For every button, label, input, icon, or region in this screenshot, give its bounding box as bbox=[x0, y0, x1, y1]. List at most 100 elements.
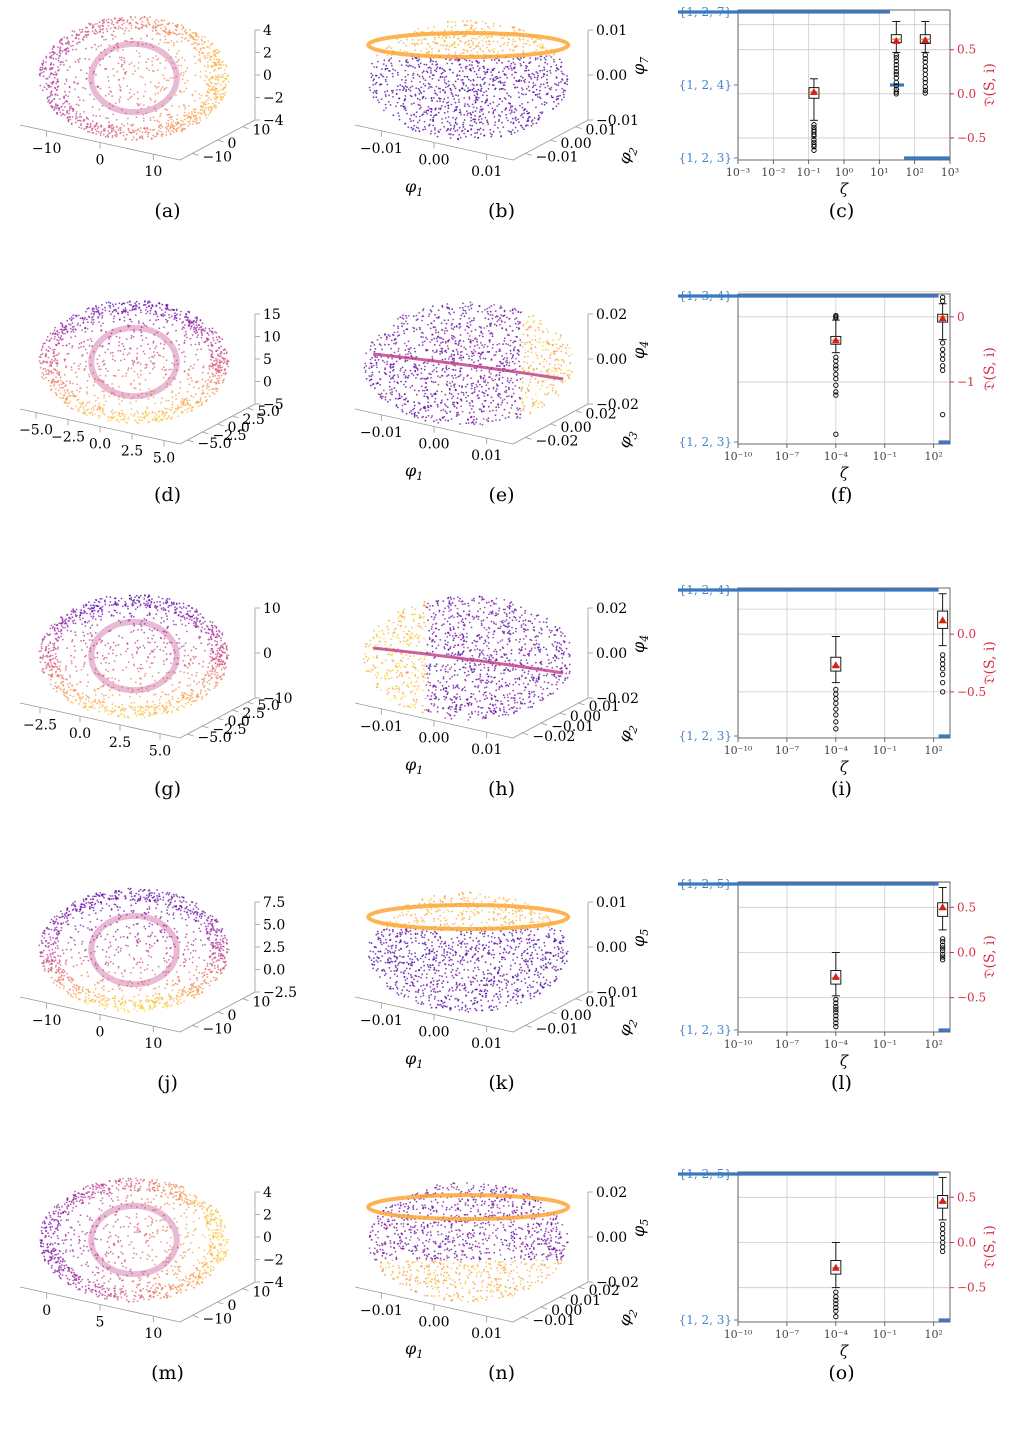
x-axis-label: ζ bbox=[840, 1052, 849, 1070]
x-tick-label: 0.00 bbox=[418, 153, 449, 169]
z-tick-label: 2 bbox=[263, 46, 272, 62]
x-tick-label: 0.01 bbox=[471, 1036, 502, 1052]
outlier-point bbox=[940, 347, 944, 351]
x-axis-label: φ1 bbox=[405, 461, 423, 483]
outlier-point bbox=[940, 352, 944, 356]
x-tick-label: 10¹ bbox=[870, 166, 888, 179]
subfigure-caption: (h) bbox=[335, 778, 668, 800]
disc-tick-label: −1 bbox=[957, 375, 975, 389]
embedding-plot: 0.020.00−0.02−0.010.000.010.020.010.00−0… bbox=[335, 1162, 668, 1362]
x-tick-label: −10 bbox=[32, 1013, 62, 1029]
x-tick-label: 10⁻⁷ bbox=[775, 450, 800, 463]
outlier-point bbox=[940, 667, 944, 671]
x-axis-label: ζ bbox=[840, 758, 849, 776]
y-tick-label: −0.02 bbox=[536, 433, 579, 449]
x-tick-label: 10² bbox=[924, 1328, 942, 1341]
z-tick-label: 0 bbox=[263, 375, 272, 391]
disc-tick-label: −0.5 bbox=[957, 1281, 986, 1295]
z-axis-label: φ4 bbox=[629, 635, 651, 653]
z-tick-label: 0 bbox=[263, 1230, 272, 1246]
y-tick-label: 10 bbox=[253, 1285, 271, 1301]
x-axis-label: ζ bbox=[840, 180, 849, 198]
x-tick-label: 2.5 bbox=[121, 444, 143, 460]
x-axis-label: φ1 bbox=[405, 1339, 423, 1361]
outlier-point bbox=[940, 412, 944, 416]
z-tick-label: 2 bbox=[263, 1208, 272, 1224]
z-axis-label: φ5 bbox=[629, 929, 651, 947]
x-tick-label: 10⁻¹ bbox=[873, 1328, 897, 1341]
subfigure-caption: (o) bbox=[668, 1362, 1015, 1384]
z-tick-label: 7.5 bbox=[263, 895, 285, 911]
y-axis-label: φ2 bbox=[614, 721, 641, 746]
x-tick-label: 10⁻¹ bbox=[873, 450, 897, 463]
x-tick-label: 10⁻⁷ bbox=[775, 1328, 800, 1341]
disc-tick-label: 0.5 bbox=[957, 1190, 976, 1204]
set-tick-label: {1, 2, 3} bbox=[679, 1313, 732, 1327]
x-tick-label: 10⁻³ bbox=[726, 166, 750, 179]
subfigure-caption: (e) bbox=[335, 484, 668, 506]
plot-frame bbox=[738, 588, 950, 738]
x-tick-label: 10⁻¹ bbox=[873, 1038, 897, 1051]
x-tick-label: 0.00 bbox=[418, 1025, 449, 1041]
outlier-point bbox=[940, 653, 944, 657]
set-tick-label: {1, 2, 3} bbox=[679, 151, 732, 165]
x-tick-label: −10 bbox=[32, 141, 62, 157]
set-tick-label: {1, 2, 4} bbox=[679, 78, 732, 92]
z-tick-label: 0.00 bbox=[596, 940, 627, 956]
outlier-point bbox=[940, 1249, 944, 1253]
set-tick-label: {1, 2, 3} bbox=[679, 435, 732, 449]
y-axis-label: φ2 bbox=[614, 1305, 641, 1330]
z-tick-label: −2 bbox=[263, 1253, 284, 1269]
y-tick-label: −10 bbox=[203, 1021, 233, 1037]
x-tick-label: 10⁻¹⁰ bbox=[724, 1038, 753, 1051]
x-tick-label: −0.01 bbox=[360, 1303, 403, 1319]
surface-point-cloud bbox=[38, 594, 229, 719]
surface-point-cloud bbox=[38, 888, 229, 1013]
z-axis-label: φ4 bbox=[629, 341, 651, 359]
x-axis-label: ζ bbox=[840, 1342, 849, 1360]
x-tick-label: 10⁻⁴ bbox=[824, 1328, 849, 1341]
surface-point-cloud bbox=[39, 16, 230, 141]
x-tick-label: −0.01 bbox=[360, 425, 403, 441]
box-chart: {1, 2, 7}{1, 2, 4}{1, 2, 3}0.50.0−0.510⁻… bbox=[668, 0, 1015, 200]
embedding-point-cloud bbox=[368, 20, 568, 141]
outlier-point bbox=[940, 368, 944, 372]
subfigure-caption: (g) bbox=[0, 778, 335, 800]
x-tick-label: 5 bbox=[96, 1315, 105, 1331]
x-tick-label: 5.0 bbox=[149, 744, 171, 760]
box-plot bbox=[938, 887, 948, 961]
x-tick-label: 0.00 bbox=[418, 731, 449, 747]
disc-tick-label: −0.5 bbox=[957, 131, 986, 145]
x-tick-label: −5.0 bbox=[19, 423, 53, 439]
y-axis-label: 𝔇(S, i) bbox=[982, 641, 998, 685]
z-tick-label: 4 bbox=[263, 1185, 272, 1201]
y-axis-label: 𝔇(S, i) bbox=[982, 63, 998, 107]
outlier-point bbox=[940, 1231, 944, 1235]
z-tick-label: 2.5 bbox=[263, 940, 285, 956]
plot-frame bbox=[738, 1172, 950, 1322]
subfigure-caption: (f) bbox=[668, 484, 1015, 506]
x-tick-label: 10⁻⁴ bbox=[824, 1038, 849, 1051]
x-tick-label: 0.01 bbox=[471, 742, 502, 758]
z-tick-label: 0.00 bbox=[596, 68, 627, 84]
x-tick-label: 10⁻² bbox=[761, 166, 785, 179]
y-tick-label: −0.01 bbox=[536, 1021, 579, 1037]
outlier-point bbox=[940, 341, 944, 345]
embedding-point-cloud bbox=[368, 891, 569, 1012]
x-tick-label: −0.01 bbox=[360, 141, 403, 157]
set-tick-label: {1, 2, 3} bbox=[679, 729, 732, 743]
z-tick-label: 0.0 bbox=[263, 963, 285, 979]
outlier-point bbox=[940, 657, 944, 661]
disc-tick-label: 0.0 bbox=[957, 945, 976, 959]
x-tick-label: −0.01 bbox=[360, 719, 403, 735]
embedding-plot: 0.010.00−0.01−0.010.000.010.010.00−0.01φ… bbox=[335, 0, 668, 200]
